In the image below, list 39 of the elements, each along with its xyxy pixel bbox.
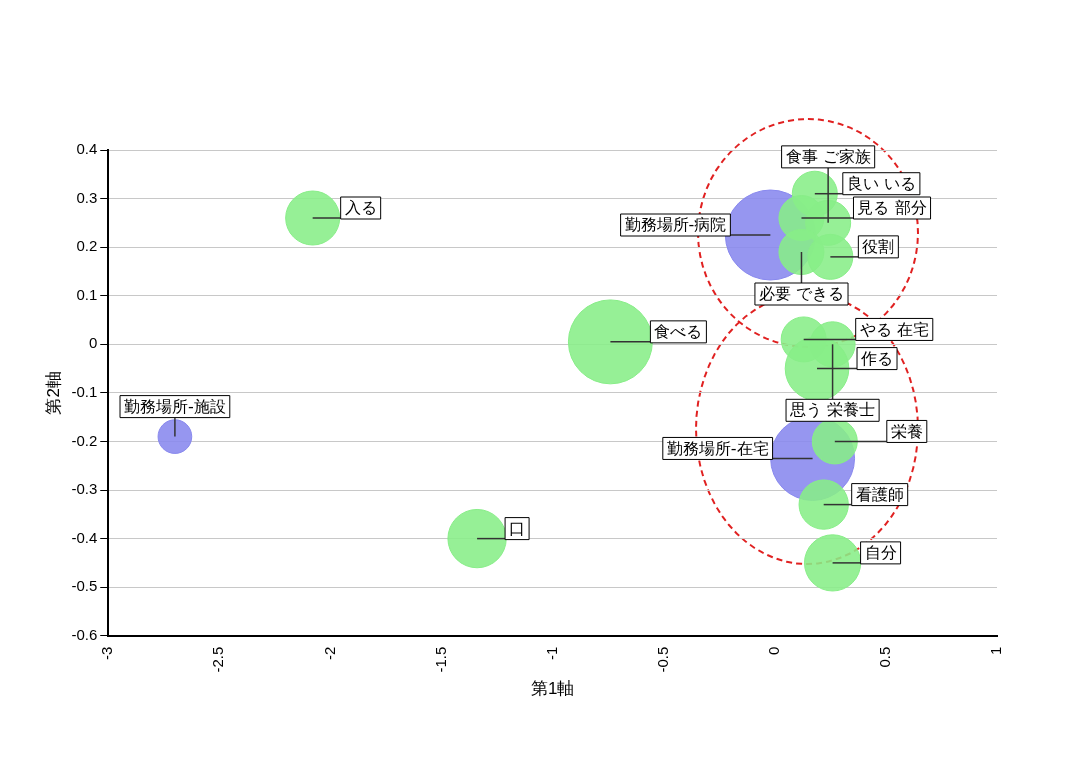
y-tick-label: -0.6 [71, 625, 98, 643]
y-tick-label: -0.2 [71, 431, 98, 449]
x-tick-label: -1.5 [431, 646, 449, 673]
y-tick-label: 0.4 [76, 140, 98, 158]
y-tick-label: 0.2 [76, 237, 98, 255]
annotation: 見る 部分 [857, 198, 927, 218]
x-tick-label: -3 [98, 646, 116, 661]
annotation: 必要 できる [758, 284, 845, 304]
annotation: 思う 栄養士 [789, 400, 876, 420]
x-tick-label: -2 [320, 646, 338, 661]
y-tick-label: -0.5 [71, 577, 98, 595]
annotation: 口 [509, 518, 526, 538]
x-tick-label: -1 [542, 646, 560, 661]
annotation: 良い いる [846, 173, 916, 193]
x-tick-label: 1 [987, 646, 1005, 656]
y-tick-label: 0.3 [76, 188, 98, 206]
annotation: やる 在宅 [859, 319, 929, 339]
annotation: 勤務場所-施設 [124, 396, 226, 416]
annotation: 食事 ご家族 [785, 147, 871, 167]
annotation: 役割 [862, 237, 895, 257]
x-tick-label: 0 [764, 646, 782, 656]
x-tick-label: -2.5 [209, 646, 227, 673]
y-tick-label: -0.4 [71, 528, 98, 546]
annotation: 入る [344, 198, 377, 218]
y-axis-title: 第2軸 [43, 371, 63, 415]
annotation: 食べる [654, 322, 703, 342]
annotation: 看護師 [855, 484, 904, 504]
y-tick-label: 0.1 [76, 285, 98, 303]
annotation: 勤務場所-病院 [624, 215, 727, 235]
annotation: 勤務場所-在宅 [666, 438, 769, 458]
annotation: 自分 [864, 543, 897, 563]
annotation: 栄養 [890, 421, 923, 441]
x-tick-label: 0.5 [876, 646, 894, 668]
x-tick-label: -0.5 [653, 646, 671, 673]
x-axis-title: 第1軸 [530, 679, 575, 699]
y-tick-label: -0.3 [71, 480, 98, 498]
annotation: 作る [860, 348, 894, 368]
y-tick-label: 0 [88, 334, 98, 352]
y-tick-label: -0.1 [71, 383, 98, 401]
